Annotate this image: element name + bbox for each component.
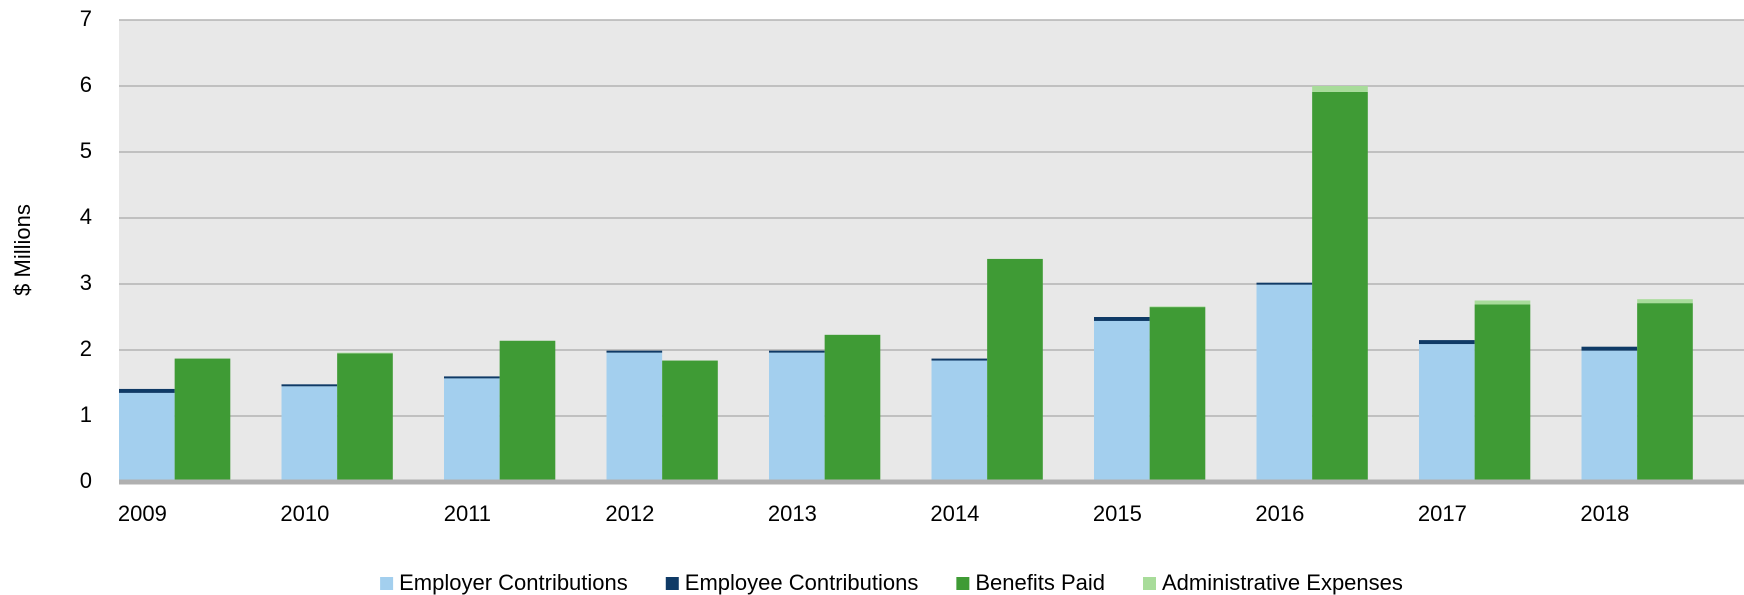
bar-segment [1149,306,1206,308]
bar-segment [1419,340,1475,345]
bar-segment [337,353,393,482]
bar-segment [1312,86,1368,92]
y-tick-label: 2 [80,336,92,361]
bar-segment [1474,300,1531,305]
bar-segment [1312,91,1368,482]
bar-segment [769,350,825,353]
legend-label: Administrative Expenses [1162,570,1403,595]
x-tick-label: 2017 [1418,501,1467,526]
bar-segment [662,360,718,482]
bar-segment [444,378,500,482]
x-tick-label: 2010 [280,501,329,526]
bar-segment [931,360,988,482]
bar-segment [1419,344,1475,482]
bar-segment [1474,304,1531,482]
bar-segment [1256,282,1313,285]
x-tick-label: 2014 [930,501,979,526]
x-tick-label: 2012 [605,501,654,526]
y-tick-label: 4 [80,204,92,229]
y-tick-label: 1 [80,402,92,427]
bar-segment [499,340,556,482]
bar-segment [119,392,175,482]
bar-segment [337,352,393,354]
bar-segment [1637,303,1693,482]
x-tick-label: 2015 [1093,501,1142,526]
x-tick-label: 2013 [768,501,817,526]
legend-swatch [1143,577,1156,590]
bar-segment [769,352,825,482]
bar-segment [987,258,1043,482]
legend-swatch [665,577,679,590]
bar-segment [444,376,500,379]
bar-segment [1256,284,1313,482]
bar-segment [281,386,338,482]
bar-segment [1149,307,1206,482]
legend-label: Employee Contributions [685,570,919,595]
legend-label: Benefits Paid [975,570,1105,595]
bar-segment [174,358,231,482]
bar-segment [1094,317,1150,321]
x-tick-label: 2018 [1580,501,1629,526]
bar-segment [281,384,338,387]
y-tick-label: 7 [80,6,92,31]
y-tick-label: 5 [80,138,92,163]
bar-segment [824,334,881,482]
x-tick-label: 2009 [118,501,167,526]
y-tick-label: 6 [80,72,92,97]
x-tick-label: 2011 [444,501,491,526]
bar-segment [119,388,175,393]
legend-swatch [380,577,394,590]
bar-segment [1637,299,1693,304]
x-tick-label: 2016 [1255,501,1304,526]
bar-segment [1581,350,1638,482]
y-tick-label: 0 [80,468,92,493]
legend-swatch [956,577,970,590]
bar-segment [606,352,663,482]
legend-label: Employer Contributions [399,570,628,595]
bar-segment [931,358,988,361]
bar-segment [606,350,663,353]
bar-segment [1581,346,1638,351]
y-tick-label: 3 [80,270,92,295]
y-axis-label: $ Millions [10,204,35,296]
bar-segment [1094,320,1150,482]
